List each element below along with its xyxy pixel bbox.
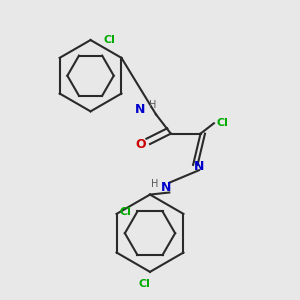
Text: H: H — [151, 179, 158, 189]
Text: N: N — [161, 181, 172, 194]
Text: O: O — [136, 138, 146, 151]
Text: Cl: Cl — [138, 279, 150, 289]
Text: N: N — [134, 103, 145, 116]
Text: N: N — [194, 160, 204, 173]
Text: H: H — [149, 100, 157, 110]
Text: Cl: Cl — [104, 35, 116, 45]
Text: Cl: Cl — [119, 207, 131, 218]
Text: Cl: Cl — [217, 118, 229, 128]
